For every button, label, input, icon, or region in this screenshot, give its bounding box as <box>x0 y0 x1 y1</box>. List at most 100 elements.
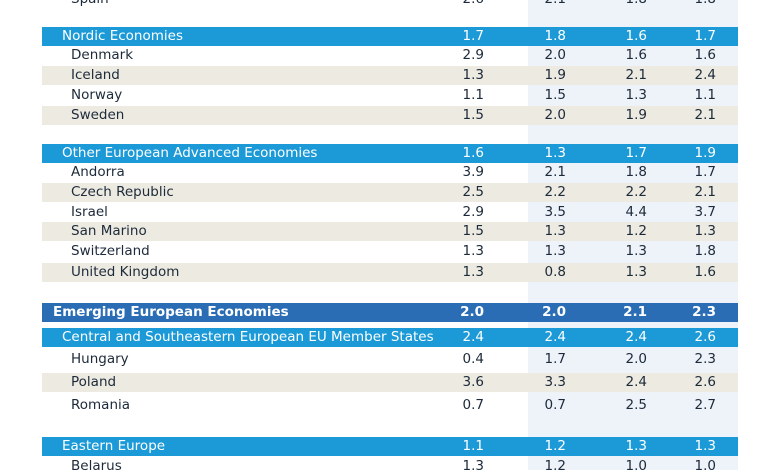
table-row: Other European Advanced Economies 1.6 1.3 1… <box>42 144 738 163</box>
cell-value: 1.3 <box>544 145 566 161</box>
cell-value: 1.0 <box>625 458 647 470</box>
table-row: Spain 2.6 2.1 1.8 1.8 <box>42 0 738 9</box>
row-label: United Kingdom <box>71 264 180 280</box>
row-label: Nordic Economies <box>62 28 183 44</box>
row-label: Other European Advanced Economies <box>62 145 318 161</box>
row-label: Hungary <box>71 351 129 367</box>
cell-value: 1.3 <box>694 223 716 239</box>
cell-value: 0.8 <box>544 264 566 280</box>
cell-value: 1.1 <box>462 87 484 103</box>
cell-value: 2.1 <box>506 0 566 9</box>
cell-value: 2.1 <box>544 164 566 180</box>
cell-value: 1.7 <box>544 351 566 367</box>
cell-value: 0.4 <box>462 351 484 367</box>
cell-value: 1.9 <box>694 145 716 161</box>
cell-value: 1.3 <box>625 243 647 259</box>
row-label: Romania <box>71 397 131 413</box>
cell-value: 2.1 <box>623 304 647 320</box>
cell-value: 2.9 <box>462 204 484 220</box>
cell-value: 1.5 <box>462 107 484 123</box>
cell-value: 4.4 <box>625 204 647 220</box>
cell-value: 1.1 <box>462 438 484 454</box>
cell-value: 1.3 <box>544 243 566 259</box>
cell-value: 0.7 <box>462 397 484 413</box>
cell-value: 1.7 <box>694 28 716 44</box>
row-label: Norway <box>71 87 123 103</box>
cell-value: 1.6 <box>462 145 484 161</box>
row-label: Czech Republic <box>71 184 174 200</box>
cell-value: 2.9 <box>462 47 484 63</box>
cell-value: 1.7 <box>694 164 716 180</box>
row-label: Sweden <box>71 107 125 123</box>
cell-value: 2.7 <box>694 397 716 413</box>
cell-value: 2.6 <box>424 0 484 9</box>
table-row: San Marino 1.5 1.3 1.2 1.3 <box>42 222 738 241</box>
cell-value: 2.6 <box>694 329 716 345</box>
cell-value: 2.0 <box>460 304 484 320</box>
cell-value: 2.5 <box>625 397 647 413</box>
cell-value: 1.3 <box>462 458 484 470</box>
cell-value: 1.3 <box>625 87 647 103</box>
cell-value: 1.3 <box>544 223 566 239</box>
cell-value: 2.4 <box>625 374 647 390</box>
table-row: Central and Southeastern European EU Mem… <box>42 328 738 347</box>
cell-value: 1.2 <box>625 223 647 239</box>
cell-value: 3.9 <box>462 164 484 180</box>
cell-value: 1.6 <box>694 47 716 63</box>
cell-value: 3.7 <box>694 204 716 220</box>
cell-value: 3.5 <box>544 204 566 220</box>
cell-value: 2.4 <box>694 67 716 83</box>
table-row: Denmark 2.9 2.0 1.6 1.6 <box>42 46 738 65</box>
cell-value: 2.1 <box>625 67 647 83</box>
cell-value: 2.4 <box>625 329 647 345</box>
cell-value: 2.4 <box>544 329 566 345</box>
cell-value: 2.0 <box>542 304 566 320</box>
cell-value: 1.3 <box>625 438 647 454</box>
row-label: Poland <box>71 374 117 390</box>
table-row: Hungary 0.4 1.7 2.0 2.3 <box>42 350 738 369</box>
table-row: Nordic Economies 1.7 1.8 1.6 1.7 <box>42 27 738 46</box>
cell-value: 1.3 <box>462 264 484 280</box>
cell-value: 1.8 <box>694 243 716 259</box>
row-label: Emerging European Economies <box>53 304 289 320</box>
cell-value: 3.3 <box>544 374 566 390</box>
cell-value: 1.1 <box>694 87 716 103</box>
table-row: Sweden 1.5 2.0 1.9 2.1 <box>42 106 738 125</box>
table-row: Czech Republic 2.5 2.2 2.2 2.1 <box>42 183 738 202</box>
cell-value: 0.7 <box>544 397 566 413</box>
cell-value: 2.4 <box>462 329 484 345</box>
cell-value: 1.6 <box>694 264 716 280</box>
cell-value: 2.5 <box>462 184 484 200</box>
table-row: Israel 2.9 3.5 4.4 3.7 <box>42 203 738 222</box>
cell-value: 2.2 <box>544 184 566 200</box>
cell-value: 1.3 <box>462 243 484 259</box>
table-row: Eastern Europe 1.1 1.2 1.3 1.3 <box>42 437 738 456</box>
cell-value: 1.8 <box>656 0 716 9</box>
row-label: Iceland <box>71 67 120 83</box>
table-row: Emerging European Economies 2.0 2.0 2.1 2.3 <box>42 303 738 322</box>
cell-value: 3.6 <box>462 374 484 390</box>
cell-value: 1.7 <box>462 28 484 44</box>
cell-value: 2.6 <box>694 374 716 390</box>
cell-value: 1.5 <box>462 223 484 239</box>
table-row: Belarus 1.3 1.2 1.0 1.0 <box>42 457 738 470</box>
cell-value: 1.8 <box>544 28 566 44</box>
cell-value: 1.3 <box>625 264 647 280</box>
cell-value: 1.2 <box>544 438 566 454</box>
cell-value: 1.3 <box>462 67 484 83</box>
table-row: Poland 3.6 3.3 2.4 2.6 <box>42 373 738 392</box>
row-label: Switzerland <box>71 243 150 259</box>
cell-value: 1.6 <box>625 47 647 63</box>
row-label: Denmark <box>71 47 134 63</box>
cell-value: 1.8 <box>587 0 647 9</box>
row-label: Eastern Europe <box>62 438 166 454</box>
cell-value: 1.2 <box>544 458 566 470</box>
table-row: Romania 0.7 0.7 2.5 2.7 <box>42 396 738 415</box>
cell-value: 1.9 <box>625 107 647 123</box>
cell-value: 1.0 <box>694 458 716 470</box>
cell-value: 2.3 <box>694 351 716 367</box>
cell-value: 2.0 <box>544 107 566 123</box>
cell-value: 2.2 <box>625 184 647 200</box>
table-row: United Kingdom 1.3 0.8 1.3 1.6 <box>42 263 738 282</box>
